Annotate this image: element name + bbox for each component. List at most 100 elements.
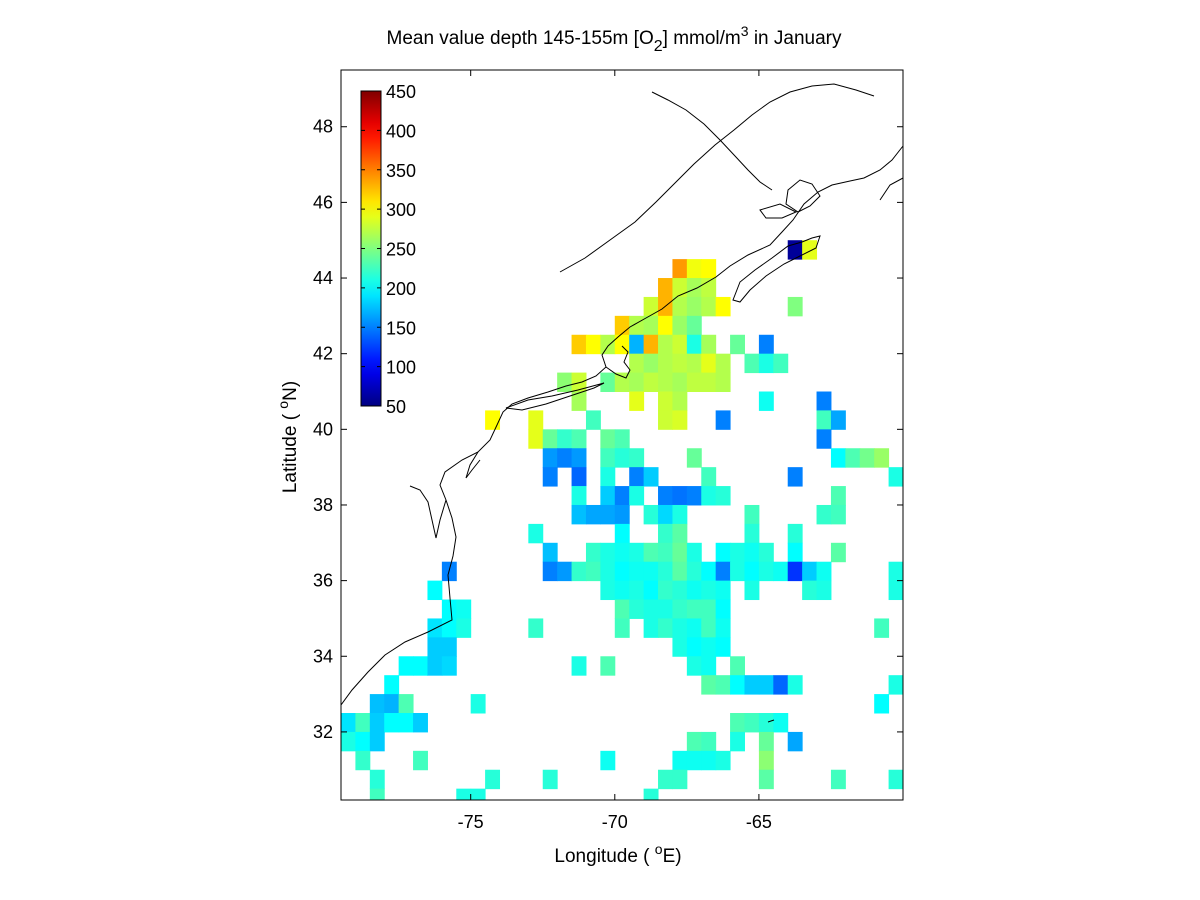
colorbar-tick-label: 100 [386, 358, 416, 378]
heatmap-cell [600, 504, 616, 525]
heatmap-cell [658, 523, 673, 544]
heatmap-cell [629, 448, 645, 468]
heatmap-cell [672, 769, 688, 790]
heatmap-cell [701, 618, 717, 638]
heatmap-cell [658, 504, 673, 525]
heatmap-cell [629, 580, 645, 601]
coastline-long-island [505, 382, 605, 411]
heatmap-cell [600, 429, 616, 449]
heatmap-cell [629, 353, 645, 374]
heatmap-cell [686, 599, 702, 619]
heatmap-cell [773, 713, 789, 733]
heatmap-cell [672, 334, 688, 355]
heatmap-cell [384, 694, 400, 714]
heatmap-cell [629, 391, 645, 411]
heatmap-cell [600, 561, 616, 582]
heatmap-cell [773, 561, 789, 582]
heatmap-cell [427, 637, 443, 657]
heatmap-cell [369, 713, 385, 733]
heatmap-cell [571, 486, 587, 506]
heatmap-cell [398, 713, 414, 733]
heatmap-cell [686, 486, 702, 506]
heatmap-cell [369, 769, 385, 790]
heatmap-cell [758, 391, 774, 411]
heatmap-cell [614, 448, 630, 468]
heatmap-cell [787, 523, 803, 544]
heatmap-cell [701, 656, 717, 676]
y-axis-label: Latitude ( oN) [275, 381, 301, 493]
colorbar-ticks: 450 400 350 300 250 200 150 100 50 [361, 82, 416, 417]
y-tick-label: 38 [313, 495, 333, 515]
heatmap-cell [701, 296, 717, 317]
heatmap-cell [715, 296, 731, 317]
heatmap-cell [888, 769, 903, 790]
heatmap-cell [802, 561, 818, 582]
heatmap-cell [758, 731, 774, 752]
heatmap-cell [874, 694, 890, 714]
heatmap-cell [686, 372, 702, 392]
heatmap-cell [715, 353, 731, 374]
heatmap-cell [629, 334, 645, 355]
heatmap-cell [658, 278, 673, 298]
heatmap-cell [715, 599, 731, 619]
heatmap-cell [614, 580, 630, 601]
heatmap-cell [744, 561, 760, 582]
y-tick-label: 34 [313, 646, 333, 666]
coastline-delaware [465, 451, 481, 479]
heatmap-cell [542, 429, 558, 449]
heatmap-cell [672, 637, 688, 657]
heatmap-cell [715, 486, 731, 506]
heatmap-cell [643, 542, 659, 563]
heatmap-cell [744, 675, 760, 695]
heatmap-cell [686, 278, 702, 298]
heatmap-cell [816, 429, 832, 449]
heatmap-cell [715, 675, 731, 695]
heatmap-cell [629, 372, 645, 392]
heatmap-cell [715, 580, 731, 601]
coastline-st-lawrence-north [559, 83, 875, 273]
heatmap-cell [398, 694, 414, 714]
heatmap-cell [672, 259, 688, 279]
heatmap-cell [686, 731, 702, 752]
heatmap-cell [672, 580, 688, 601]
coastline-cape-cod [605, 345, 631, 379]
heatmap-cell [441, 656, 457, 676]
y-tick-label: 40 [313, 419, 333, 439]
heatmap-cell [758, 334, 774, 355]
y-axis: 32 34 36 38 40 42 44 46 48 [313, 117, 903, 742]
plot-area-frame [340, 69, 904, 801]
heatmap-cell [557, 372, 573, 392]
heatmap-cell [571, 334, 587, 355]
heatmap-cell [600, 334, 616, 355]
heatmap-cell [614, 599, 630, 619]
heatmap-cell [888, 580, 903, 601]
heatmap-cell [773, 353, 789, 374]
heatmap-cell [658, 599, 673, 619]
heatmap-cell [629, 599, 645, 619]
heatmap-cell [715, 410, 731, 430]
coastline-bermuda [767, 719, 775, 723]
heatmap-cell [629, 467, 645, 487]
heatmap-cell [686, 296, 702, 317]
heatmap-cell [614, 542, 630, 563]
x-tick-label: -70 [602, 812, 628, 832]
heatmap-cell [571, 656, 587, 676]
heatmap-cell [715, 637, 731, 657]
heatmap-cell [528, 618, 544, 638]
heatmap-cell [686, 750, 702, 771]
heatmap-cell [816, 504, 832, 525]
heatmap-cell [701, 353, 717, 374]
heatmap-cell [672, 599, 688, 619]
heatmap-cell [571, 429, 587, 449]
heatmap-cell [888, 675, 903, 695]
y-tick-label: 48 [313, 117, 333, 137]
x-tick-label: -65 [746, 812, 772, 832]
heatmap-cell [816, 410, 832, 430]
heatmap-cell [643, 467, 659, 487]
heatmap-cell [571, 448, 587, 468]
heatmap-cell [686, 542, 702, 563]
heatmap-cell [557, 561, 573, 582]
x-axis-label: Longitude ( oE) [554, 841, 681, 867]
heatmap-cell [686, 259, 702, 279]
heatmap-cell [571, 504, 587, 525]
